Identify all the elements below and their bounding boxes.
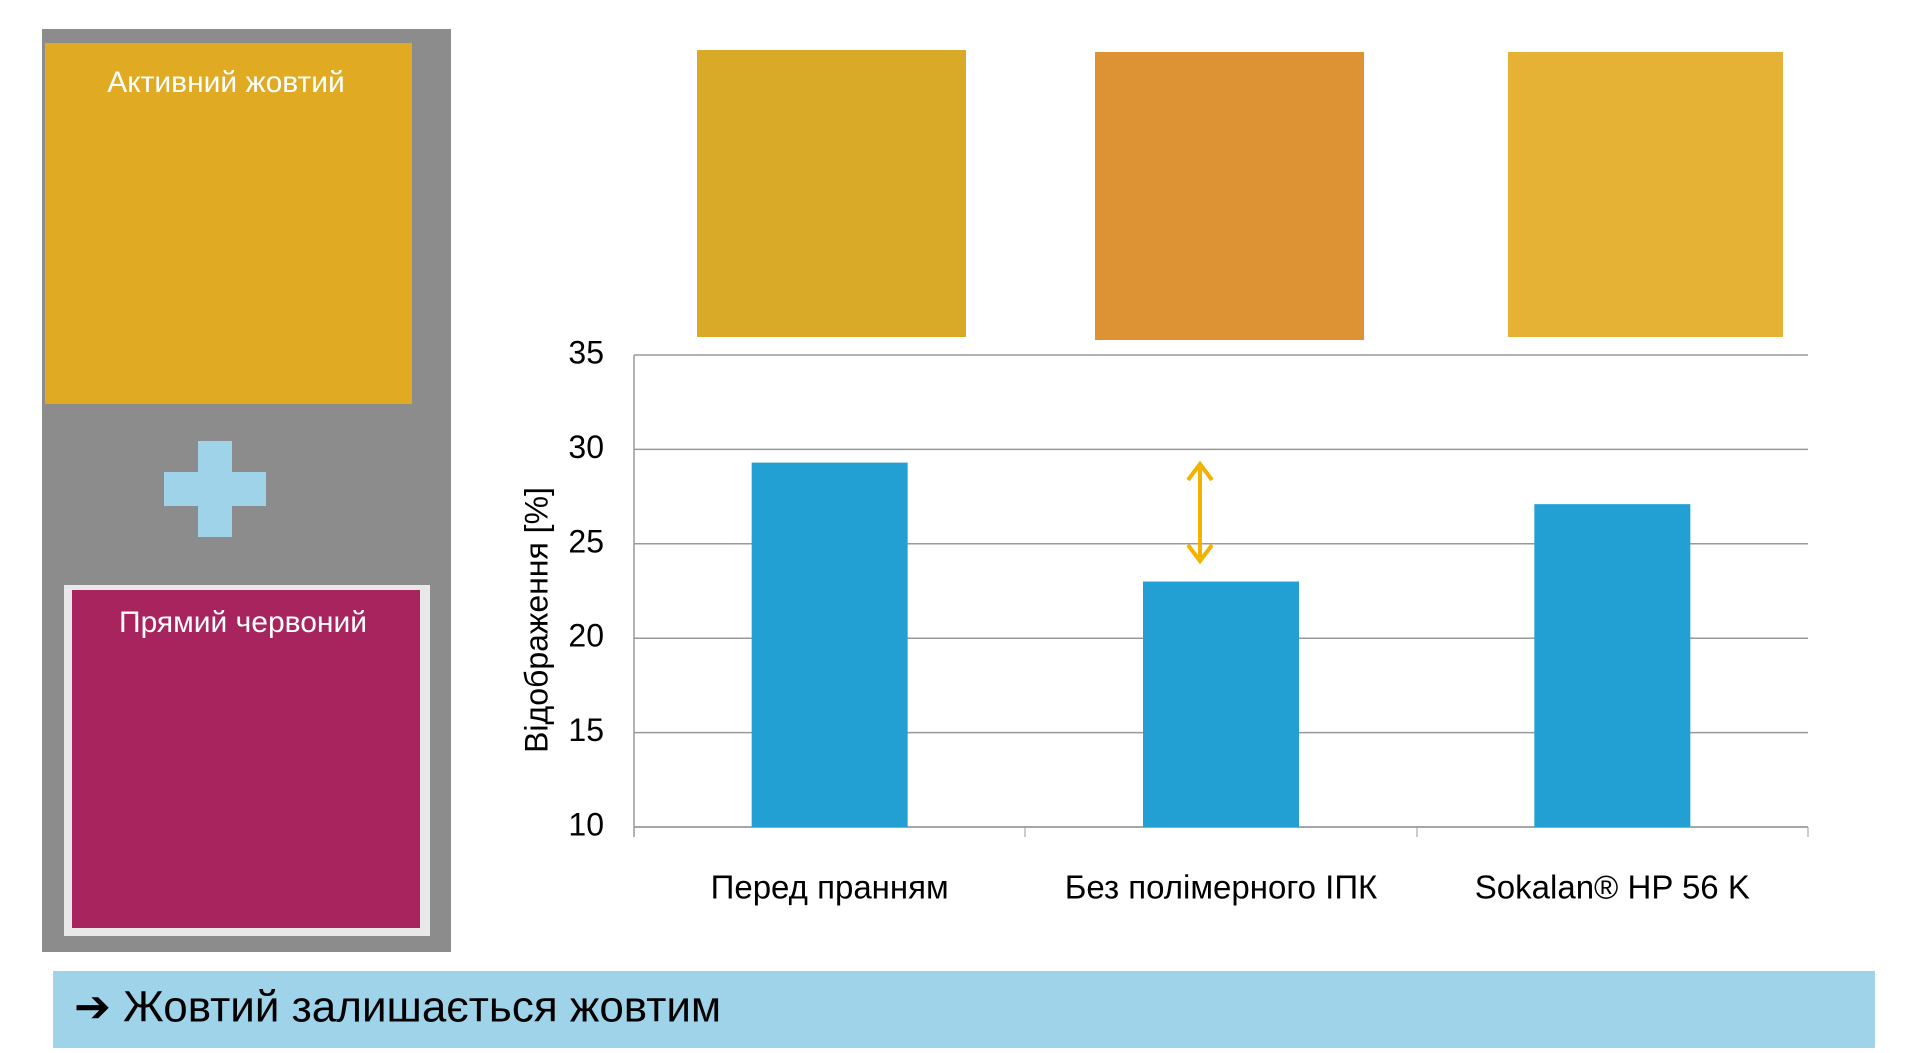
yellow-swatch [45, 43, 412, 404]
y-tick-label: 20 [568, 618, 604, 654]
y-axis-label: Відображення [%] [518, 487, 554, 753]
y-tick-label: 10 [568, 806, 604, 842]
difference-arrow [1186, 460, 1214, 565]
bar [751, 462, 908, 827]
x-tick-label: Sokalan® HP 56 K [1475, 869, 1750, 906]
x-tick-label: Перед пранням [711, 869, 949, 906]
bar [1534, 504, 1691, 827]
bar [1143, 581, 1299, 827]
y-tick-label: 35 [568, 334, 604, 370]
y-tick-label: 15 [568, 712, 604, 748]
red-swatch [72, 590, 420, 928]
fabric-sample [697, 50, 966, 337]
swatch-label: Активний жовтий [107, 66, 345, 99]
plus-icon [164, 472, 266, 506]
swatch-label: Прямий червоний [119, 606, 367, 639]
plot: 10 15 20 25 30 35 Перед пранням Без полімерного… [568, 334, 1808, 906]
fabric-sample [1095, 52, 1364, 340]
x-tick-label: Без полімерного ІПК [1065, 869, 1378, 906]
footer-text: ➔ Жовтий залишається жовтим [74, 983, 721, 1032]
y-tick-label: 30 [568, 429, 604, 465]
y-tick-label: 25 [568, 523, 604, 559]
footer-bar [53, 971, 1875, 1048]
fabric-sample [1508, 52, 1783, 337]
